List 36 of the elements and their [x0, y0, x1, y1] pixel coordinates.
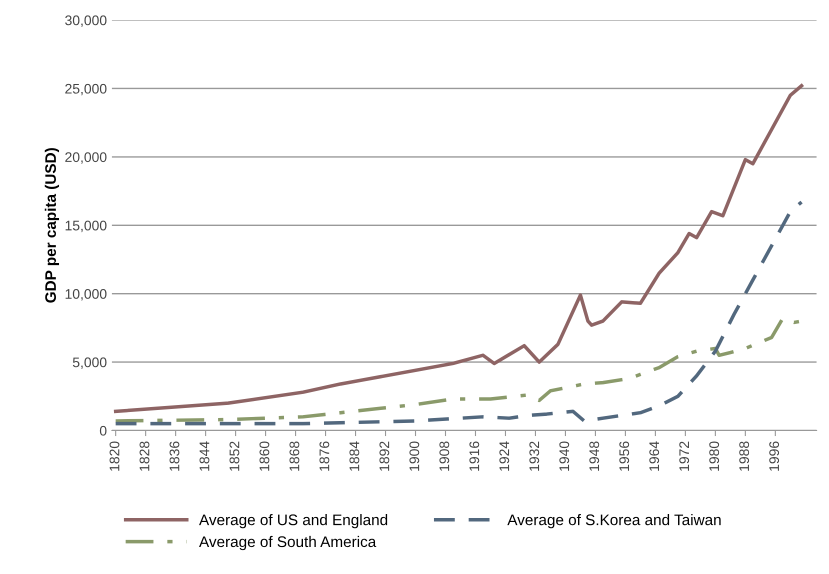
y-axis-title: GDP per capita (USD)	[44, 148, 60, 303]
x-tick-label: 1820	[110, 441, 120, 471]
legend-label: Average of South America	[199, 536, 376, 550]
x-tick-label: 1876	[319, 442, 330, 471]
x-tick-label: 1884	[349, 441, 360, 471]
x-tick-label: 1828	[140, 442, 150, 471]
x-tick-label: 1940	[559, 441, 570, 471]
y-tick-label: 10,000	[66, 289, 107, 301]
y-tick-label: 15,000	[66, 220, 107, 232]
x-tick-label: 1900	[409, 441, 420, 471]
legend-label: Average of S.Korea and Taiwan	[507, 514, 721, 528]
y-tick-label: 5,000	[72, 357, 107, 369]
x-tick-label: 1972	[679, 442, 690, 471]
x-tick-label: 1988	[739, 442, 750, 471]
y-tick-label: 25,000	[65, 84, 107, 96]
y-tick-label: 20,000	[65, 152, 107, 164]
y-tick-label: 30,000	[65, 15, 107, 27]
x-tick-label: 1892	[379, 442, 390, 471]
x-tick-label: 1908	[439, 442, 450, 471]
x-tick-label: 1964	[649, 441, 660, 471]
x-tick-label: 1980	[709, 441, 720, 471]
x-tick-label: 1852	[229, 442, 240, 471]
x-tick-label: 1924	[499, 441, 510, 471]
line-series	[114, 84, 804, 414]
x-tick-label: 1916	[469, 442, 480, 471]
y-tick-label: 0	[100, 426, 107, 436]
x-tick-label: 1996	[769, 442, 780, 471]
x-tick-label: 1948	[589, 442, 600, 471]
x-tick-label: 1956	[619, 442, 630, 471]
x-tick-label: 1860	[259, 441, 270, 471]
x-tick-label: 1844	[200, 441, 210, 471]
x-tick-label: 1868	[289, 442, 300, 471]
line-series	[114, 200, 804, 426]
legend-label: Average of US and England	[199, 514, 388, 528]
x-tick-label: 1932	[529, 442, 540, 471]
x-tick-label: 1836	[170, 442, 180, 471]
